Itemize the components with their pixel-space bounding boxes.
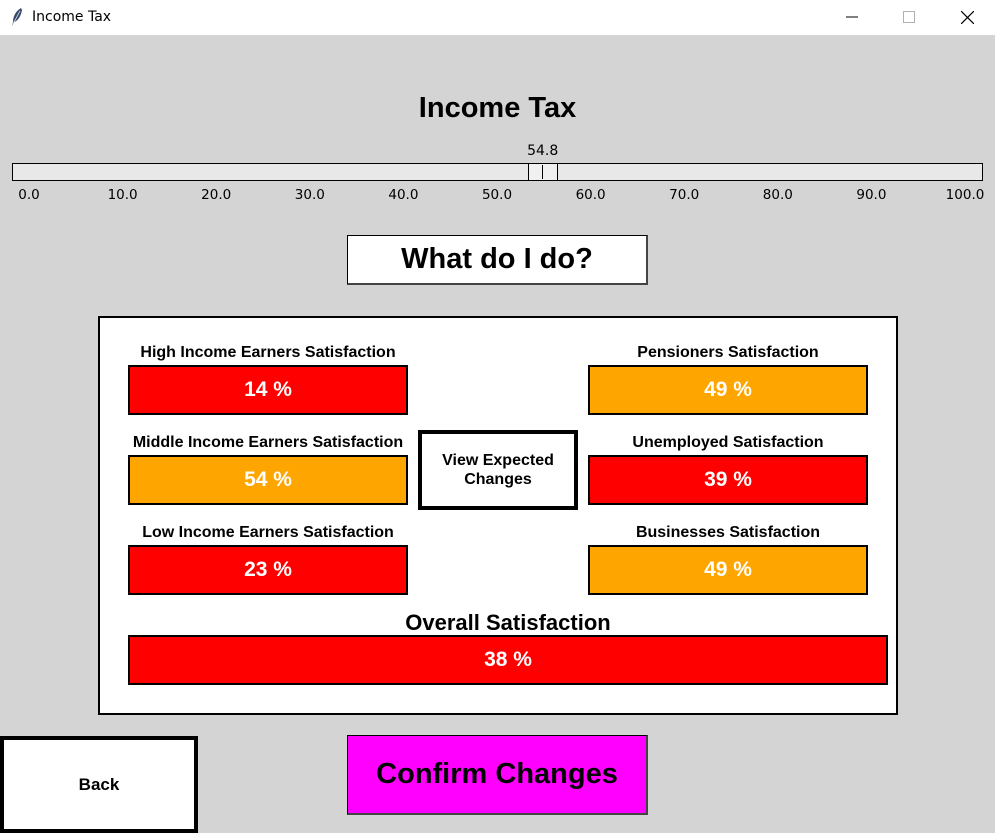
slider-tick-label: 90.0	[856, 187, 887, 203]
overall-satisfaction-label: Overall Satisfaction	[405, 610, 611, 635]
back-button[interactable]: Back	[0, 736, 198, 833]
title-bar: Income Tax	[0, 0, 995, 35]
close-button[interactable]	[938, 0, 995, 34]
slider-tick-label: 60.0	[575, 187, 606, 203]
tax-rate-slider-handle[interactable]	[527, 163, 558, 181]
high-income-bar: 14 %	[128, 365, 408, 415]
slider-tick-label: 30.0	[294, 187, 325, 203]
slider-tick-label: 70.0	[669, 187, 700, 203]
unemployed-bar: 39 %	[588, 455, 868, 505]
unemployed-label: Unemployed Satisfaction	[632, 434, 824, 451]
feather-icon	[12, 8, 22, 26]
slider-tick-label: 20.0	[201, 187, 232, 203]
businesses-bar: 49 %	[588, 545, 868, 595]
slider-value-label: 54.8	[527, 143, 559, 159]
high-income-label: High Income Earners Satisfaction	[140, 344, 396, 361]
businesses-label: Businesses Satisfaction	[635, 524, 821, 541]
confirm-changes-button[interactable]: Confirm Changes	[347, 735, 648, 815]
low-income-bar: 23 %	[128, 545, 408, 595]
window-title: Income Tax	[32, 9, 112, 25]
tax-rate-slider-track[interactable]	[12, 163, 983, 181]
slider-tick-label: 80.0	[762, 187, 793, 203]
slider-tick-label: 0.0	[18, 187, 40, 203]
minimize-icon	[846, 16, 858, 18]
overall-satisfaction-bar: 38 %	[128, 635, 888, 685]
what-do-i-do-button[interactable]: What do I do?	[347, 235, 648, 285]
slider-tick-label: 40.0	[388, 187, 419, 203]
maximize-icon	[903, 11, 915, 23]
pensioners-label: Pensioners Satisfaction	[637, 344, 819, 361]
pensioners-bar: 49 %	[588, 365, 868, 415]
low-income-label: Low Income Earners Satisfaction	[142, 524, 394, 541]
close-icon	[960, 10, 974, 24]
view-expected-changes-button[interactable]: View Expected Changes	[418, 430, 578, 510]
middle-income-label: Middle Income Earners Satisfaction	[132, 434, 404, 451]
page-title: Income Tax	[418, 92, 577, 124]
slider-tick-label: 100.0	[945, 187, 985, 203]
slider-tick-label: 50.0	[481, 187, 513, 203]
maximize-button[interactable]	[880, 0, 938, 34]
minimize-button[interactable]	[823, 0, 881, 34]
slider-tick-label: 10.0	[107, 187, 138, 203]
middle-income-bar: 54 %	[128, 455, 408, 505]
